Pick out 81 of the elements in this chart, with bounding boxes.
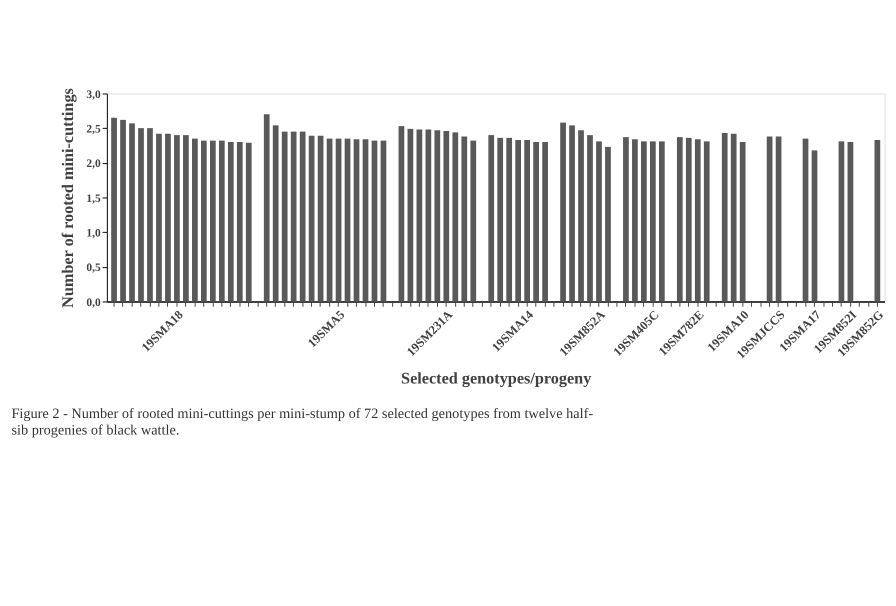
y-tick-label: 2,0 xyxy=(86,158,101,170)
bar xyxy=(470,140,476,302)
bar xyxy=(200,140,207,302)
bar xyxy=(111,118,117,302)
bar xyxy=(650,141,656,302)
bar xyxy=(596,141,602,302)
bar xyxy=(766,136,772,302)
bar xyxy=(192,138,198,302)
bar xyxy=(533,142,539,302)
bar xyxy=(354,139,360,302)
bar xyxy=(722,133,728,302)
bar xyxy=(434,130,440,302)
bar xyxy=(218,140,225,302)
bar xyxy=(308,136,314,302)
caption: Figure 2 - Number of rooted mini-cuttings per mini-stump of 72 selected genotypes from twelve half-sib progenies of black wattle. xyxy=(11,406,594,438)
bar xyxy=(461,136,468,302)
bar xyxy=(560,122,566,302)
bar xyxy=(416,130,422,302)
bar xyxy=(776,136,782,302)
bar xyxy=(425,130,432,302)
bar xyxy=(228,142,234,302)
bar xyxy=(336,138,342,302)
bar xyxy=(641,141,647,302)
bar xyxy=(587,135,593,302)
bar xyxy=(676,137,683,302)
bar xyxy=(156,134,162,302)
y-tick-label: 1,5 xyxy=(86,192,101,205)
bar xyxy=(524,140,530,302)
bar xyxy=(326,138,332,302)
bar xyxy=(488,135,494,302)
bar xyxy=(165,134,171,302)
bar xyxy=(380,140,386,302)
bar xyxy=(264,114,270,302)
bar xyxy=(183,135,189,302)
bar xyxy=(344,138,350,302)
bar xyxy=(272,125,279,302)
bar xyxy=(147,128,153,302)
bar xyxy=(210,140,216,302)
y-tick-label: 0,0 xyxy=(86,296,101,309)
bar xyxy=(362,139,368,302)
y-tick-label: 1,0 xyxy=(86,227,101,240)
bar xyxy=(506,138,512,302)
bar xyxy=(398,126,404,302)
bar xyxy=(542,142,548,302)
y-tick-label: 3,0 xyxy=(86,88,101,101)
y-tick-label: 2,5 xyxy=(86,123,101,136)
bar xyxy=(802,138,808,302)
bar xyxy=(704,141,710,302)
bar xyxy=(443,130,450,302)
bar xyxy=(740,142,746,302)
bar xyxy=(730,134,737,302)
bar xyxy=(848,142,854,302)
bar xyxy=(605,146,611,302)
bar xyxy=(578,130,584,302)
bar xyxy=(282,132,288,302)
bar xyxy=(452,132,458,302)
bar xyxy=(838,141,844,302)
bar xyxy=(812,150,818,302)
bar xyxy=(874,140,880,302)
bar xyxy=(372,140,378,302)
bar xyxy=(686,138,692,302)
x-axis-title: Selected genotypes/progeny xyxy=(401,369,592,388)
bar xyxy=(623,137,629,302)
bar xyxy=(246,142,252,302)
bar xyxy=(408,128,414,302)
bar xyxy=(515,140,522,302)
bar xyxy=(120,120,126,302)
bar xyxy=(569,125,575,302)
bar xyxy=(632,139,638,302)
bar xyxy=(174,135,180,302)
bar xyxy=(236,142,243,302)
bar xyxy=(290,132,297,302)
bar xyxy=(129,123,135,302)
bar xyxy=(497,138,504,302)
bar xyxy=(300,132,306,302)
bar xyxy=(658,141,665,302)
bar xyxy=(694,139,701,302)
bar xyxy=(138,128,144,302)
y-tick-label: 0,5 xyxy=(86,262,101,274)
bar xyxy=(318,136,324,302)
y-axis-title: Number of rooted mini-cuttings xyxy=(58,88,77,308)
